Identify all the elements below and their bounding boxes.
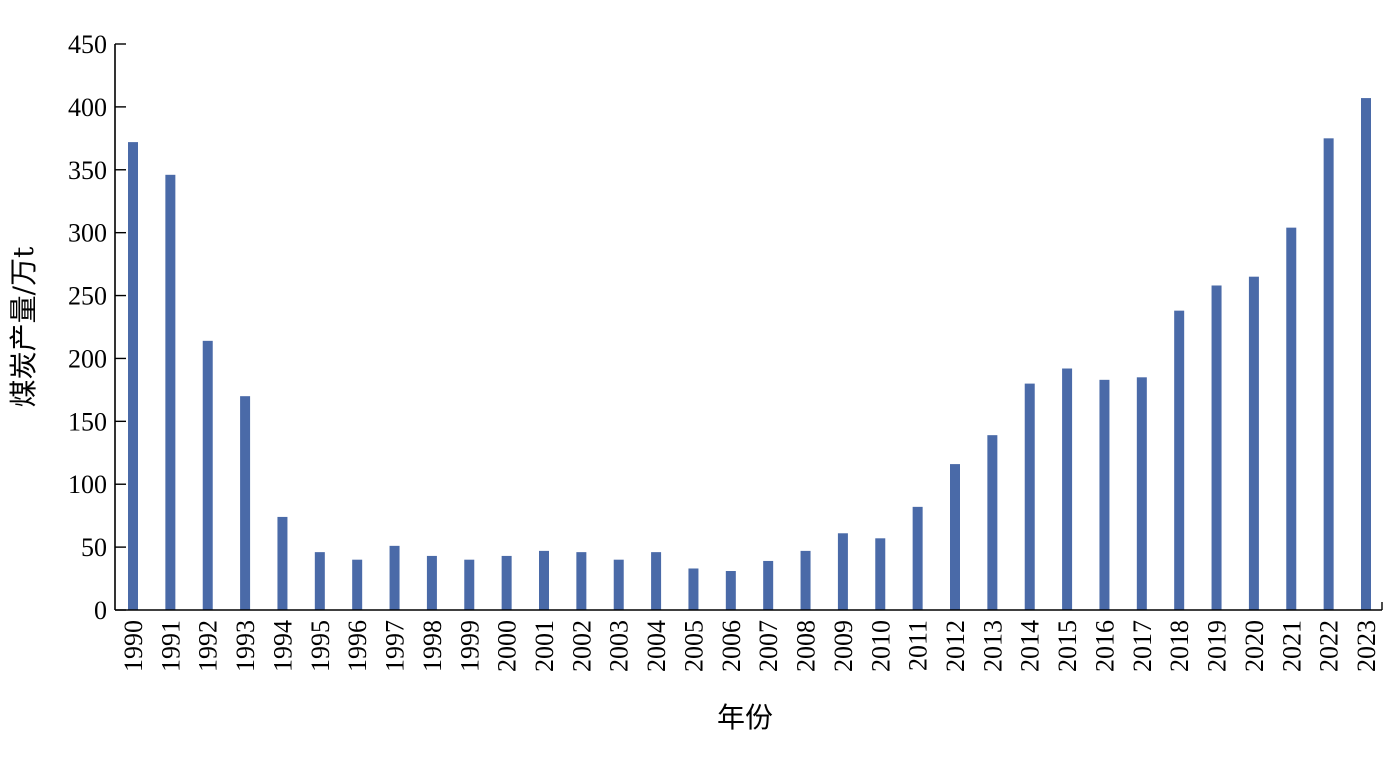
x-tick-label: 2003: [605, 620, 634, 672]
x-tick-label: 1998: [418, 620, 447, 672]
x-axis-title: 年份: [717, 701, 773, 734]
x-tick-label: 1991: [156, 620, 185, 672]
x-tick-label: 2016: [1090, 620, 1119, 672]
bar-2000: [501, 555, 512, 610]
x-tick-label: 2023: [1352, 620, 1381, 672]
y-axis: 0 50 100 150 200 250 300 350 400 450: [68, 30, 126, 625]
bar-2011: [912, 506, 923, 610]
y-tick-label: 300: [68, 219, 107, 248]
bar-2002: [576, 552, 587, 610]
x-tick-label: 2010: [866, 620, 895, 672]
bar-2023: [1361, 98, 1371, 610]
x-tick-label: 2001: [530, 620, 559, 672]
x-tick-label: 2005: [679, 620, 708, 672]
y-tick-label: 450: [68, 30, 107, 59]
bar-1990: [128, 142, 138, 611]
bar-2006: [725, 571, 736, 610]
bar-2018: [1174, 310, 1185, 610]
y-tick-label: 0: [94, 596, 107, 625]
x-tick-label: 2009: [829, 620, 858, 672]
bar-1991: [165, 174, 176, 610]
x-tick-label: 1992: [194, 620, 223, 672]
x-tick-label: 2021: [1277, 620, 1306, 672]
x-tick-label: 1993: [231, 620, 260, 672]
y-tick-label: 100: [68, 470, 107, 499]
x-tick-label: 2011: [904, 620, 933, 671]
bar-2001: [539, 550, 549, 610]
bar-2007: [763, 560, 774, 610]
x-tick-label: 2020: [1240, 620, 1269, 672]
x-tick-label: 2022: [1315, 620, 1344, 672]
bar-2012: [950, 464, 960, 610]
x-tick-label: 1995: [306, 620, 335, 672]
bars-group: [128, 98, 1371, 611]
x-tick-label: 2013: [978, 620, 1007, 672]
x-tick-label: 2012: [941, 620, 970, 672]
x-tick-label: 2015: [1053, 620, 1082, 672]
x-tick-label: 2014: [1016, 620, 1045, 672]
bar-1998: [426, 555, 437, 610]
bar-2014: [1024, 383, 1035, 610]
x-tick-label: 1994: [268, 620, 297, 672]
x-tick-label: 2008: [792, 620, 821, 672]
bar-2022: [1323, 138, 1334, 610]
x-tick-label: 1999: [455, 620, 484, 672]
y-tick-label: 250: [68, 282, 107, 311]
x-tick-label: 1990: [119, 620, 148, 672]
bar-2003: [613, 559, 624, 610]
x-tick-label: 2004: [642, 620, 671, 672]
bar-2004: [651, 552, 662, 610]
x-tick-label: 2019: [1203, 620, 1232, 672]
bar-2016: [1099, 379, 1110, 610]
x-tick-label: 2002: [567, 620, 596, 672]
x-tick-label: 1997: [381, 620, 410, 672]
x-tick-label: 2018: [1165, 620, 1194, 672]
x-axis: 1990 1991 1992 1993 1994 1995 1996 1997 1998 1999…: [115, 602, 1383, 672]
bar-2021: [1286, 227, 1297, 610]
bar-1996: [352, 559, 363, 610]
y-tick-label: 400: [68, 93, 107, 122]
x-tick-label: 2007: [754, 620, 783, 672]
bar-2015: [1062, 368, 1073, 610]
bar-2005: [688, 568, 699, 610]
bar-1993: [240, 396, 251, 610]
y-tick-label: 50: [81, 533, 107, 562]
bar-1992: [202, 340, 213, 610]
x-tick-label: 2006: [717, 620, 746, 672]
y-tick-label: 150: [68, 407, 107, 436]
x-tick-label: 1996: [343, 620, 372, 672]
bar-1999: [464, 559, 475, 610]
x-tick-label: 2000: [493, 620, 522, 672]
bar-2019: [1211, 285, 1222, 610]
y-tick-label: 350: [68, 156, 107, 185]
bar-2020: [1248, 276, 1259, 610]
y-axis-title: 煤炭产量/万t: [7, 246, 40, 407]
bar-2008: [800, 550, 811, 610]
bar-2009: [837, 533, 848, 610]
bar-2013: [987, 435, 998, 610]
bar-1994: [277, 516, 288, 610]
bar-2010: [875, 538, 886, 610]
bar-2017: [1136, 377, 1147, 610]
y-tick-label: 200: [68, 344, 107, 373]
x-tick-label: 2017: [1128, 620, 1157, 672]
bar-1997: [389, 545, 400, 610]
bar-1995: [314, 552, 325, 610]
